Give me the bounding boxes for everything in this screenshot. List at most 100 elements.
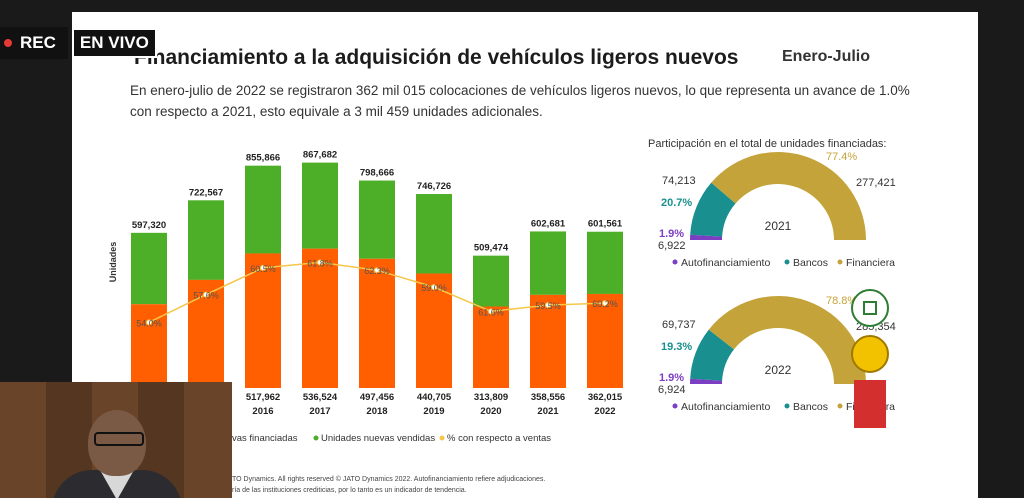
- auto-pct-label: 1.9%: [659, 372, 684, 384]
- donut-section-title: Participación en el total de unidades fi…: [648, 138, 887, 150]
- rec-label: REC: [20, 33, 56, 52]
- financed-value-label: 362,015: [588, 392, 623, 403]
- legend-financiera-marker: [837, 403, 843, 409]
- financed-value-label: 517,962: [246, 392, 280, 403]
- bar-sold-2014: [131, 232, 167, 305]
- pct-point: [203, 291, 209, 298]
- period-label: Enero-Julio: [782, 48, 871, 65]
- pct-point: [431, 284, 437, 291]
- donut-2022-autofinanciamiento: [690, 378, 723, 384]
- footer-note-2: ría de las instituciones crediticias, po…: [232, 487, 467, 494]
- sold-value-label: 509,474: [474, 243, 509, 254]
- y-axis-label: Unidades: [108, 242, 118, 283]
- rec-dot-icon: [4, 39, 12, 47]
- donut-2021-financiera: [711, 152, 866, 240]
- esr-seal-icon: [851, 289, 889, 327]
- bar-sold-2015: [188, 200, 224, 280]
- stream-status-bar: REC EN VIVO: [0, 27, 157, 59]
- bar-financed-2014: [131, 304, 167, 388]
- financiera-pct-label: 77.4%: [826, 151, 857, 163]
- legend-bancos-marker: [784, 403, 790, 409]
- sold-value-label: 601,561: [588, 219, 623, 230]
- bancos-value-label: 69,737: [662, 319, 696, 331]
- bar-financed-2020: [473, 306, 509, 388]
- bancos-pct-label: 20.7%: [661, 197, 692, 209]
- bar-financed-2018: [359, 258, 395, 388]
- sold-value-label: 798,666: [360, 168, 394, 179]
- donut-2021-autofinanciamiento: [690, 234, 723, 240]
- auto-value-label: 6,922: [658, 240, 686, 252]
- legend-pct-marker: [439, 435, 445, 441]
- pct-label: 61.6%: [478, 307, 504, 317]
- bar-financed-2015: [188, 279, 224, 388]
- bar-financed-2021: [530, 294, 566, 388]
- legend-financiera-marker: [837, 259, 843, 265]
- bar-sold-2017: [302, 162, 338, 249]
- bar-sold-2020: [473, 255, 509, 307]
- financed-value-label: 358,556: [531, 392, 565, 403]
- sold-value-label: 597,320: [132, 220, 166, 231]
- pct-point: [317, 259, 323, 266]
- donut-2021-bancos: [690, 182, 736, 237]
- rec-indicator: REC: [0, 27, 68, 59]
- pct-point: [602, 300, 608, 307]
- webcam-feed: [0, 382, 232, 498]
- pct-point: [146, 319, 152, 326]
- financed-value-label: 536,524: [303, 392, 338, 403]
- pct-label: 61.8%: [307, 258, 333, 268]
- donut-year-label: 2021: [765, 219, 792, 233]
- legend-financed: vas financiadas: [232, 433, 298, 444]
- bar-financed-2022: [587, 293, 623, 388]
- pct-point: [260, 264, 266, 271]
- sold-value-label: 855,866: [246, 153, 280, 164]
- x-tick-label: 2020: [480, 406, 501, 417]
- financiera-pct-label: 78.8%: [826, 295, 857, 307]
- legend-bancos-marker: [784, 259, 790, 265]
- x-tick-label: 2016: [252, 406, 273, 417]
- sold-value-label: 722,567: [189, 187, 223, 198]
- pct-point: [545, 302, 551, 309]
- bar-financed-2016: [245, 253, 281, 388]
- financed-value-label: 313,809: [474, 392, 508, 403]
- x-tick-label: 2018: [366, 406, 387, 417]
- legend-auto: Autofinanciamiento: [681, 401, 770, 413]
- x-tick-label: 2019: [423, 406, 444, 417]
- great-place-badge-icon: [854, 380, 886, 428]
- sold-value-label: 602,681: [531, 218, 566, 229]
- x-tick-label: 2022: [594, 406, 615, 417]
- donut-year-label: 2022: [765, 363, 792, 377]
- pct-label: 59.5%: [535, 301, 561, 311]
- pct-point: [488, 308, 494, 315]
- sold-value-label: 867,682: [303, 150, 337, 161]
- slide-subtitle: En enero-julio de 2022 se registraron 36…: [130, 83, 910, 119]
- bar-sold-2018: [359, 180, 395, 259]
- legend-sold-marker: [313, 435, 319, 441]
- pct-label: 60.5%: [250, 264, 276, 274]
- bar-sold-2016: [245, 165, 281, 254]
- pct-label: 60.2%: [592, 299, 618, 309]
- legend-bancos: Bancos: [793, 401, 828, 413]
- lock-icon: [863, 301, 877, 315]
- sold-value-label: 746,726: [417, 181, 451, 192]
- financed-value-label: 440,705: [417, 392, 452, 403]
- auto-pct-label: 1.9%: [659, 228, 684, 240]
- legend-pct: % con respecto a ventas: [447, 433, 551, 444]
- pct-label: 59.0%: [421, 283, 447, 293]
- legend-auto-marker: [672, 259, 678, 265]
- x-tick-label: 2017: [309, 406, 330, 417]
- pct-label: 57.6%: [193, 291, 219, 301]
- donut-2022-financiera: [708, 296, 866, 384]
- pct-label: 54.0%: [136, 318, 162, 328]
- legend-auto: Autofinanciamiento: [681, 257, 770, 269]
- auto-value-label: 6,924: [658, 384, 686, 396]
- legend-bancos: Bancos: [793, 257, 828, 269]
- slide-title: Financiamiento a la adquisición de vehíc…: [134, 46, 739, 69]
- bancos-pct-label: 19.3%: [661, 341, 692, 353]
- live-badge: EN VIVO: [71, 28, 157, 58]
- pct-point: [374, 267, 380, 274]
- donut-2022-bancos: [690, 329, 734, 381]
- legend-financiera: Financiera: [846, 257, 895, 269]
- bar-financed-2017: [302, 248, 338, 388]
- financed-value-label: 497,456: [360, 392, 394, 403]
- footer-note-1: TO Dynamics. All rights reserved © JATO …: [232, 475, 545, 483]
